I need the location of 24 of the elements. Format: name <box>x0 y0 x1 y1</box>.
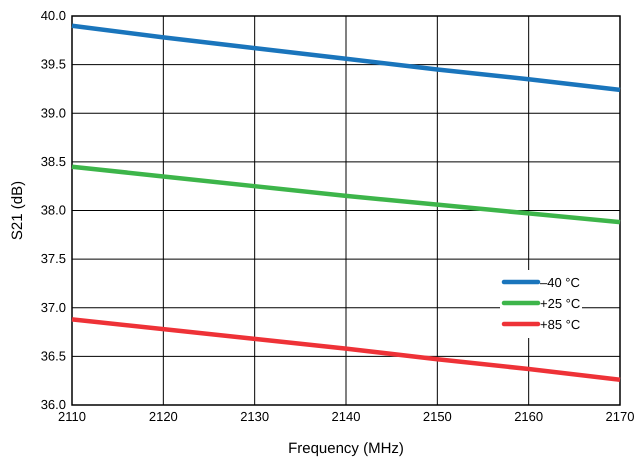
x-tick-label: 2170 <box>606 409 634 424</box>
x-tick-label: 2150 <box>422 409 452 424</box>
line-series <box>70 23 622 92</box>
x-axis-title: Frequency (MHz) <box>288 440 404 457</box>
y-tick-label: 37.0 <box>40 300 66 315</box>
x-tick-label: 2120 <box>148 409 178 424</box>
x-tick-label: 2160 <box>514 409 544 424</box>
y-tick-label: 40.0 <box>40 8 66 23</box>
y-tick-label: 36.5 <box>40 348 66 364</box>
y-tick-label: 36.0 <box>40 397 66 412</box>
y-tick-label: 39.0 <box>40 105 66 120</box>
y-axis-title: S21 (dB) <box>9 180 26 240</box>
x-tick-label: 2130 <box>240 409 270 424</box>
y-tick-label: 39.5 <box>40 56 66 72</box>
legend-label: –40 °C <box>540 275 580 290</box>
line-series <box>70 164 622 224</box>
y-tick-label: 37.5 <box>40 251 66 266</box>
line-series <box>70 317 622 382</box>
x-tick-label: 2140 <box>332 409 360 424</box>
y-tick-label: 38.0 <box>40 202 66 218</box>
x-tick-label: 2110 <box>58 409 86 424</box>
legend-label: +85 °C <box>540 317 580 332</box>
legend-label: +25 °C <box>540 296 580 311</box>
y-tick-label: 38.5 <box>40 154 66 169</box>
